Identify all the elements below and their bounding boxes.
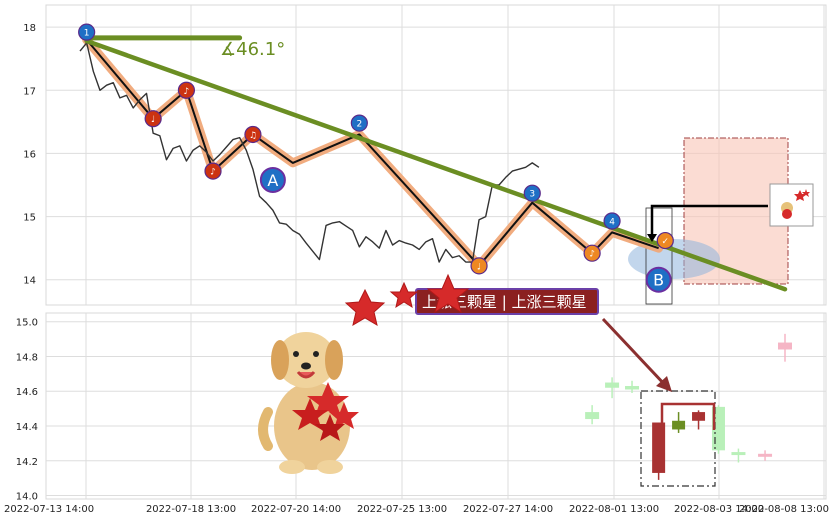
- detail-panel: [45, 312, 827, 500]
- point-marker-label: ♩: [151, 115, 155, 125]
- star-icon: [344, 288, 386, 327]
- star-icon: [426, 273, 470, 314]
- angle-label: ∡46.1°: [220, 39, 285, 60]
- point-marker-label: A: [267, 171, 278, 190]
- x-tick-label: 2022-08-03 14:00: [674, 504, 764, 515]
- candle-body: [758, 453, 773, 457]
- pattern-banner: 上涨三颗星 | 上涨三颗星: [415, 288, 599, 315]
- star-icon: [802, 189, 810, 197]
- x-tick-label: 2022-08-08 13:00: [739, 504, 829, 515]
- point-marker-label: B: [653, 271, 664, 290]
- point-marker: [204, 162, 222, 180]
- detail-grid: [46, 313, 826, 499]
- point-marker-label: ♩: [477, 262, 481, 272]
- point-marker-label: 2: [356, 120, 362, 130]
- bracket-arrow-head: [647, 234, 657, 242]
- point-marker: [656, 231, 674, 250]
- point-marker-label: ♪: [589, 250, 595, 260]
- focus-box: [645, 207, 673, 305]
- pattern-box: [640, 390, 716, 487]
- y-tick-label: 18: [23, 23, 36, 34]
- candle-body: [731, 452, 746, 456]
- y-tick-label: 15.0: [16, 318, 38, 329]
- x-tick-label: 2022-07-20 14:00: [251, 504, 341, 515]
- point-marker-label: ✓: [662, 237, 670, 247]
- y-tick-label: 16: [23, 149, 36, 160]
- point-marker: [603, 212, 621, 230]
- y-tick-label: 14.2: [16, 457, 38, 468]
- price-line: [79, 42, 540, 263]
- x-tick-label: 2022-07-18 13:00: [146, 504, 236, 515]
- point-marker: [583, 244, 601, 262]
- y-tick-label: 17: [23, 86, 36, 97]
- x-tick-label: 2022-08-01 13:00: [569, 504, 659, 515]
- point-marker: [177, 81, 196, 99]
- point-marker: [144, 110, 162, 128]
- banner-text: 上涨三颗星 | 上涨三颗星: [422, 293, 587, 311]
- pointer-arrow: [601, 317, 668, 388]
- candle-body: [605, 382, 620, 388]
- puppy-mascot: [258, 332, 359, 474]
- point-marker-label: 4: [609, 218, 615, 228]
- point-marker-label: 1: [84, 29, 90, 39]
- point-marker: [523, 184, 541, 202]
- y-tick-label: 15: [23, 213, 36, 224]
- candle-body: [585, 412, 600, 420]
- y-tick-label: 14: [23, 276, 36, 287]
- x-axis: 2022-07-13 14:00 2022-07-18 13:00 2022-07-…: [4, 504, 829, 515]
- point-marker: [259, 166, 286, 193]
- x-tick-label: 2022-07-25 13:00: [357, 504, 447, 515]
- pointer-arrow-head: [656, 376, 672, 392]
- y-tick-label: 14.6: [16, 387, 38, 398]
- candle-body: [692, 412, 706, 421]
- y-tick-label: 14.4: [16, 422, 38, 433]
- candle-body: [778, 342, 792, 350]
- point-marker: [645, 266, 672, 293]
- sticker-badge: [769, 183, 814, 227]
- point-marker: [350, 114, 368, 132]
- point-marker: [470, 257, 488, 275]
- price-y-axis: 14 15 16 17 18: [23, 23, 36, 287]
- x-tick-label: 2022-07-27 14:00: [463, 504, 553, 515]
- point-marker: [78, 23, 96, 41]
- star-icon: [389, 281, 419, 309]
- point-marker: [244, 125, 262, 144]
- y-tick-label: 14.8: [16, 352, 38, 363]
- x-tick-label: 2022-07-13 14:00: [4, 504, 94, 515]
- candle-body: [625, 386, 640, 390]
- y-tick-label: 14.0: [16, 492, 38, 503]
- point-marker-label: ♪: [210, 168, 216, 178]
- point-marker-label: ♫: [249, 131, 257, 141]
- detail-y-axis: 14.0 14.2 14.4 14.6 14.8 15.0: [16, 318, 38, 503]
- star-icon: [794, 190, 806, 201]
- point-marker-label: 3: [529, 190, 535, 200]
- marker-layer: 1 2 3 4 A B ♩ ♪ ♪ ♫ ♩ ♪ ✓: [78, 23, 674, 293]
- bracket-arrow: [650, 204, 768, 236]
- candle-body: [652, 422, 666, 473]
- candle-body: [672, 420, 686, 430]
- point-marker-label: ♪: [184, 87, 190, 97]
